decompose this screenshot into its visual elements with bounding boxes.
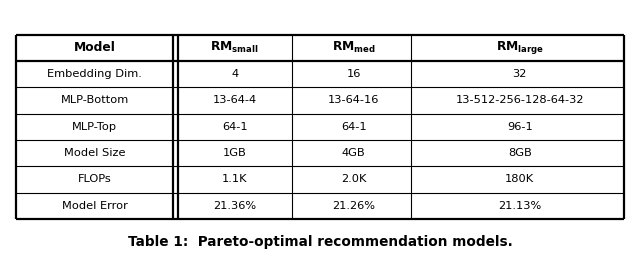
Text: MLP-Bottom: MLP-Bottom bbox=[61, 95, 129, 105]
Text: 21.36%: 21.36% bbox=[213, 201, 257, 211]
Text: 13-512-256-128-64-32: 13-512-256-128-64-32 bbox=[456, 95, 584, 105]
Text: Model Error: Model Error bbox=[61, 201, 127, 211]
Text: Table 1:  Pareto-optimal recommendation models.: Table 1: Pareto-optimal recommendation m… bbox=[127, 235, 513, 249]
Text: MLP-Top: MLP-Top bbox=[72, 122, 117, 132]
Text: $\mathbf{RM}_{\mathbf{large}}$: $\mathbf{RM}_{\mathbf{large}}$ bbox=[495, 39, 544, 56]
Text: 64-1: 64-1 bbox=[341, 122, 367, 132]
Text: 32: 32 bbox=[513, 69, 527, 79]
Text: 13-64-4: 13-64-4 bbox=[213, 95, 257, 105]
Text: 1GB: 1GB bbox=[223, 148, 247, 158]
Text: 13-64-16: 13-64-16 bbox=[328, 95, 380, 105]
Text: Model: Model bbox=[74, 41, 116, 54]
Text: FLOPs: FLOPs bbox=[77, 174, 111, 184]
Text: 1.1K: 1.1K bbox=[222, 174, 248, 184]
Text: 21.26%: 21.26% bbox=[332, 201, 375, 211]
Text: 4: 4 bbox=[231, 69, 239, 79]
Text: 64-1: 64-1 bbox=[222, 122, 248, 132]
Text: 4GB: 4GB bbox=[342, 148, 365, 158]
Text: 21.13%: 21.13% bbox=[498, 201, 541, 211]
Text: 2.0K: 2.0K bbox=[341, 174, 366, 184]
Text: 96-1: 96-1 bbox=[507, 122, 532, 132]
Text: $\mathbf{RM}_{\mathbf{med}}$: $\mathbf{RM}_{\mathbf{med}}$ bbox=[332, 40, 376, 55]
Text: Embedding Dim.: Embedding Dim. bbox=[47, 69, 142, 79]
Text: $\mathbf{RM}_{\mathbf{small}}$: $\mathbf{RM}_{\mathbf{small}}$ bbox=[211, 40, 259, 55]
Text: 16: 16 bbox=[346, 69, 361, 79]
Text: Model Size: Model Size bbox=[64, 148, 125, 158]
Text: 8GB: 8GB bbox=[508, 148, 532, 158]
Text: 180K: 180K bbox=[505, 174, 534, 184]
